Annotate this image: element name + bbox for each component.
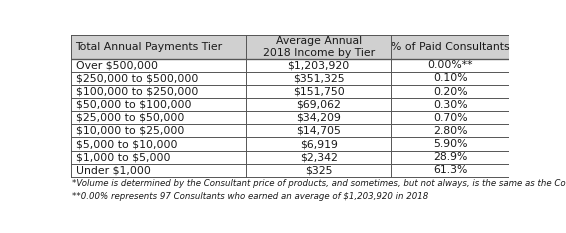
Text: $100,000 to $250,000: $100,000 to $250,000 [76, 87, 199, 96]
Text: 28.9%: 28.9% [433, 152, 468, 162]
Text: $69,062: $69,062 [296, 100, 341, 110]
Text: Total Annual Payments Tier: Total Annual Payments Tier [75, 42, 222, 52]
Text: 0.20%: 0.20% [433, 87, 468, 96]
Text: 61.3%: 61.3% [433, 165, 468, 175]
Text: 0.00%**: 0.00%** [427, 60, 473, 70]
Text: $14,705: $14,705 [296, 126, 341, 136]
Text: 0.30%: 0.30% [433, 100, 468, 110]
Text: Under $1,000: Under $1,000 [76, 165, 151, 175]
Text: $1,000 to $5,000: $1,000 to $5,000 [76, 152, 170, 162]
Text: $151,750: $151,750 [293, 87, 345, 96]
Text: $10,000 to $25,000: $10,000 to $25,000 [76, 126, 185, 136]
Text: Over $500,000: Over $500,000 [76, 60, 158, 70]
Text: $2,342: $2,342 [299, 152, 337, 162]
Text: *Volume is determined by the Consultant price of products, and sometimes, but no: *Volume is determined by the Consultant … [72, 179, 566, 188]
Text: $50,000 to $100,000: $50,000 to $100,000 [76, 100, 191, 110]
Text: $325: $325 [305, 165, 332, 175]
Text: 0.70%: 0.70% [433, 113, 468, 123]
Text: 0.10%: 0.10% [433, 73, 468, 83]
Text: $34,209: $34,209 [296, 113, 341, 123]
Text: 5.90%: 5.90% [433, 139, 468, 149]
Text: $1,203,920: $1,203,920 [288, 60, 350, 70]
Text: % of Paid Consultants: % of Paid Consultants [391, 42, 509, 52]
Bar [71, 35, 509, 59]
Text: $5,000 to $10,000: $5,000 to $10,000 [76, 139, 178, 149]
Text: $6,919: $6,919 [299, 139, 337, 149]
Text: $250,000 to $500,000: $250,000 to $500,000 [76, 73, 199, 83]
Text: **0.00% represents 97 Consultants who earned an average of $1,203,920 in 2018: **0.00% represents 97 Consultants who ea… [72, 192, 428, 201]
Text: 2.80%: 2.80% [433, 126, 468, 136]
Text: $25,000 to $50,000: $25,000 to $50,000 [76, 113, 185, 123]
Text: $351,325: $351,325 [293, 73, 344, 83]
Text: Average Annual
2018 Income by Tier: Average Annual 2018 Income by Tier [263, 36, 375, 58]
